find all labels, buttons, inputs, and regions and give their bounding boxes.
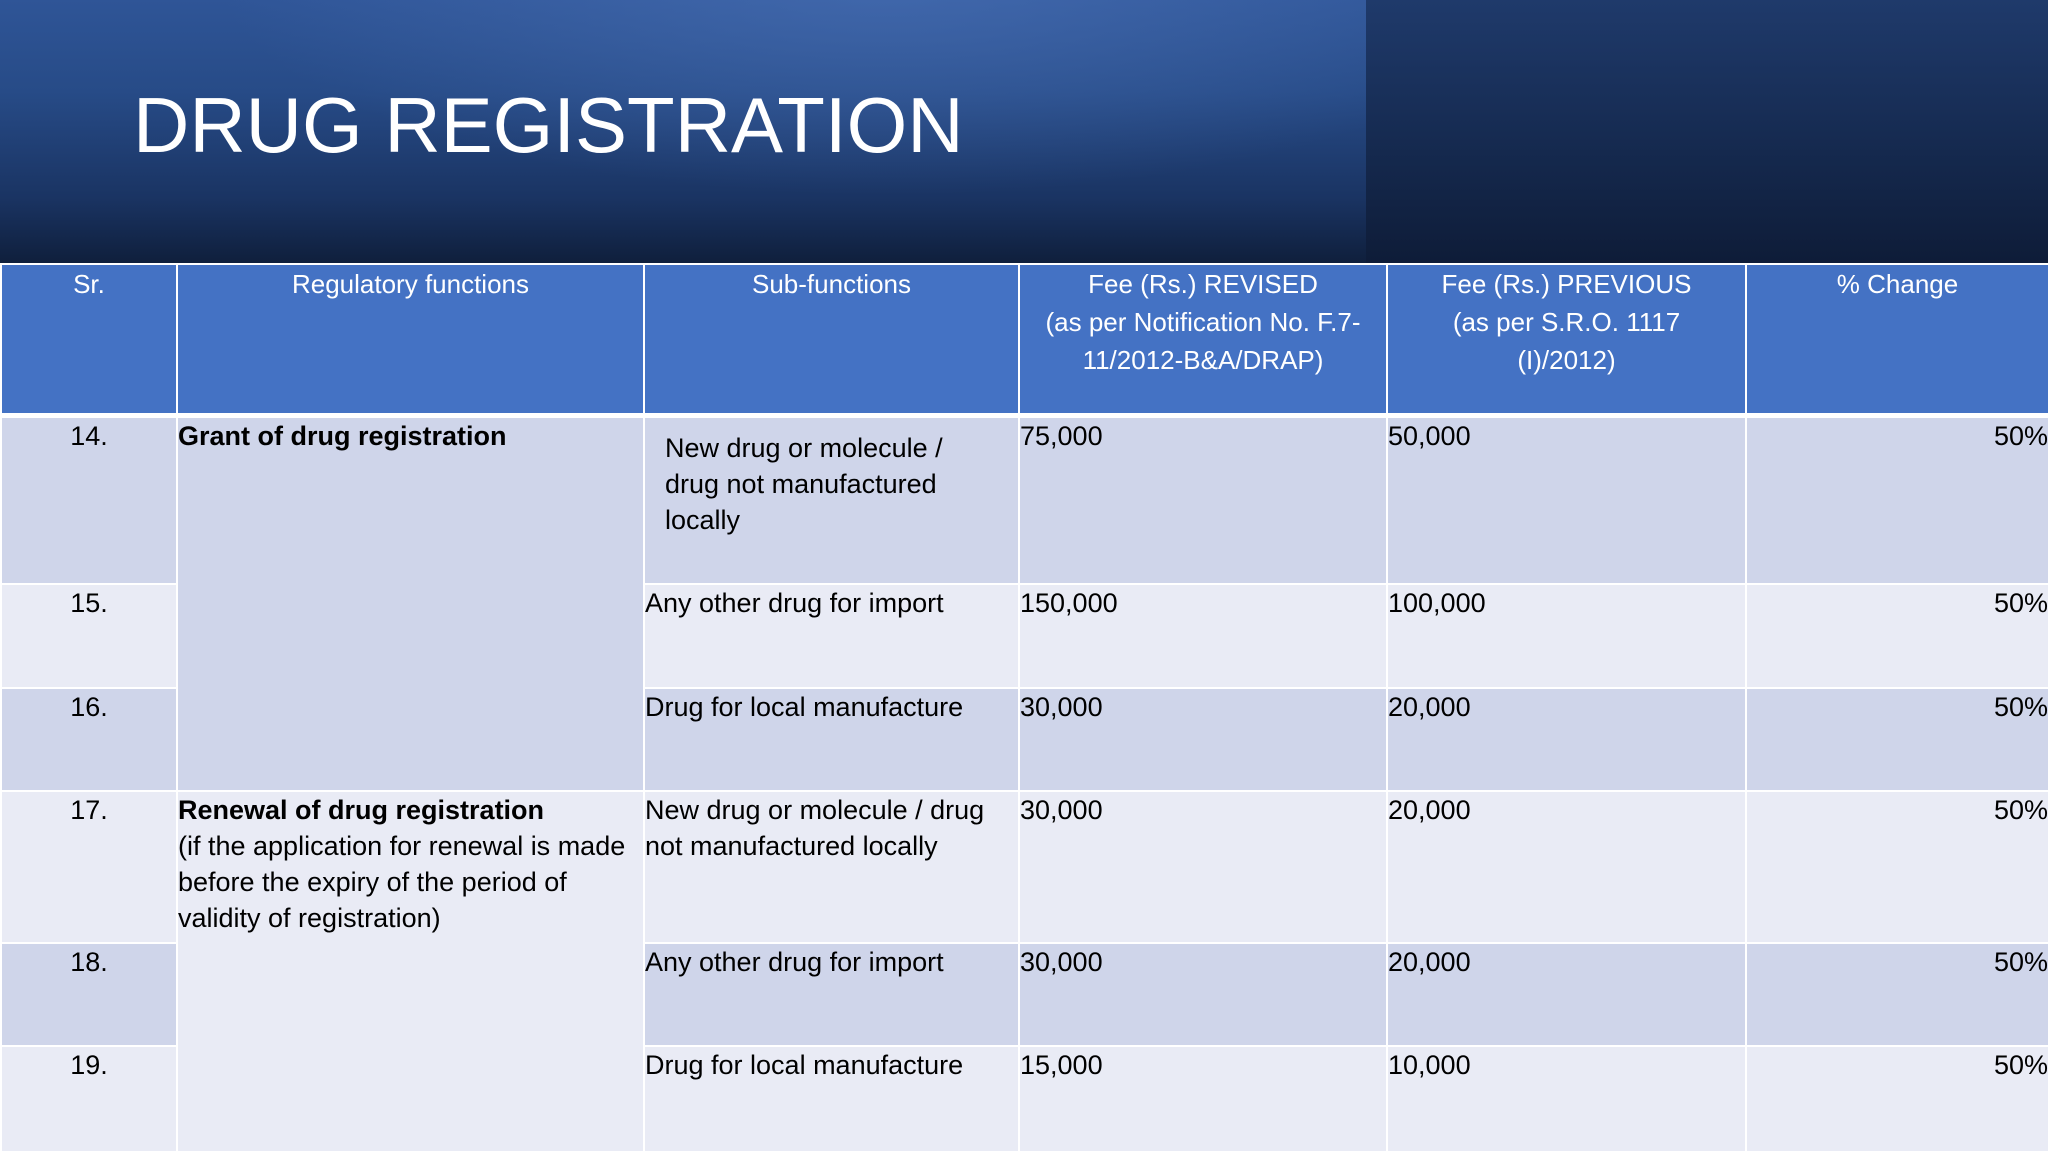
percent-change-cell: 50% [1745,1044,2048,1153]
header-fee-previous-line: (I)/2012) [1517,345,1616,375]
percent-change-cell: 50% [1745,582,2048,689]
table-row: 18. Any other drug for import 30,000 20,… [0,941,2048,1047]
function-note: (if the application for renewal is made … [178,830,626,933]
fee-revised-cell: 150,000 [1018,582,1388,689]
header-fee-revised-line: Fee (Rs.) REVISED [1088,269,1318,299]
sub-function-cell: Drug for local manufacture [643,686,1020,792]
sr-cell: 17. [0,789,178,944]
percent-change-cell: 50% [1745,686,2048,792]
header-fee-previous-line: Fee (Rs.) PREVIOUS [1441,269,1692,299]
sub-function-cell: Drug for local manufacture [643,1044,1020,1153]
percent-change-cell: 50% [1745,941,2048,1047]
sr-cell: 18. [0,941,178,1047]
fee-previous-cell: 20,000 [1386,789,1747,944]
function-cell-renewal: Renewal of drug registration (if the app… [176,789,645,1153]
table-row: 16. Drug for local manufacture 30,000 20… [0,686,2048,792]
fee-revised-cell: 30,000 [1018,941,1388,1047]
table-row: 14. Grant of drug registration New drug … [0,414,2048,792]
sr-cell: 15. [0,582,178,689]
table-row: 19. Drug for local manufacture 15,000 10… [0,1044,2048,1153]
header-sub-functions: Sub-functions [643,263,1020,418]
percent-change-cell: 50% [1745,789,2048,944]
fee-revised-cell: 75,000 [1018,414,1388,585]
function-title: Renewal of drug registration [178,794,545,825]
slide-header: DRUG REGISTRATION [0,0,2048,263]
sub-function-cell: Any other drug for import [643,582,1020,689]
fee-previous-cell: 20,000 [1386,941,1747,1047]
fee-previous-cell: 50,000 [1386,414,1747,585]
header-fee-previous-line: (as per S.R.O. 1117 [1452,307,1681,337]
header-sr: Sr. [0,263,178,418]
header-glow [0,0,1366,263]
table-header-row: Sr. Regulatory functions Sub-functions F… [0,263,2048,418]
header-fee-revised-line: (as per Notification No. F.7- [1045,307,1361,337]
header-fee-revised: Fee (Rs.) REVISED (as per Notification N… [1018,263,1388,418]
table-row: 17. Renewal of drug registration (if the… [0,789,2048,1153]
fee-table: Sr. Regulatory functions Sub-functions F… [0,263,2048,1153]
fee-previous-cell: 10,000 [1386,1044,1747,1153]
sub-function-cell: Any other drug for import [643,941,1020,1047]
table-row: 15. Any other drug for import 150,000 10… [0,582,2048,689]
sub-function-cell: New drug or molecule / drug not manufact… [643,789,1020,944]
fee-previous-cell: 100,000 [1386,582,1747,689]
fee-previous-cell: 20,000 [1386,686,1747,792]
fee-revised-cell: 30,000 [1018,789,1388,944]
header-regulatory-functions: Regulatory functions [176,263,645,418]
sub-function-cell: New drug or molecule / drug not manufact… [643,414,1020,585]
header-right-panel [1366,0,2048,263]
slide-title: DRUG REGISTRATION [133,81,964,169]
sr-cell: 14. [0,414,178,585]
header-percent-change: % Change [1745,263,2048,418]
sr-cell: 16. [0,686,178,792]
sr-cell: 19. [0,1044,178,1153]
function-cell-grant: Grant of drug registration [176,414,645,792]
fee-revised-cell: 30,000 [1018,686,1388,792]
fee-revised-cell: 15,000 [1018,1044,1388,1153]
header-fee-previous: Fee (Rs.) PREVIOUS (as per S.R.O. 1117 (… [1386,263,1747,418]
header-fee-revised-line: 11/2012-B&A/DRAP) [1082,345,1324,375]
percent-change-cell: 50% [1745,414,2048,585]
function-title: Grant of drug registration [178,421,507,451]
